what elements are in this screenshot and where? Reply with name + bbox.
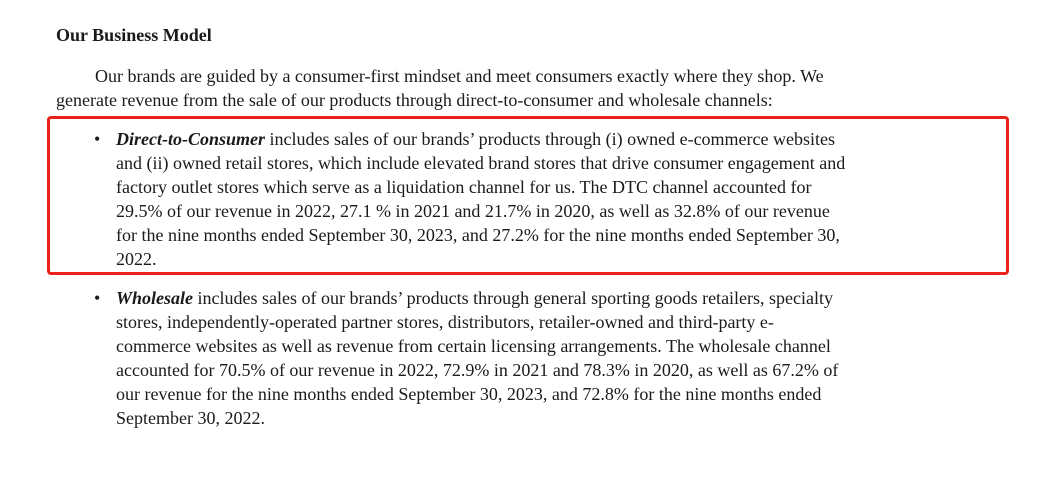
- bullet-line: for the nine months ended September 30, …: [116, 225, 840, 245]
- bullet-line: and (ii) owned retail stores, which incl…: [116, 153, 846, 173]
- bullet-text: Wholesale includes sales of our brands’ …: [116, 286, 974, 430]
- bullet-line: Direct-to-Consumer includes sales of our…: [116, 127, 974, 151]
- intro-line-2: generate revenue from the sale of our pr…: [56, 90, 773, 110]
- bullet-direct-to-consumer: • Direct-to-Consumer includes sales of o…: [94, 127, 974, 271]
- bullet-line-text: includes sales of our brands’ products t…: [265, 129, 836, 149]
- bullet-marker: •: [94, 288, 101, 308]
- bullet-line: commerce websites as well as revenue fro…: [116, 336, 831, 356]
- intro-paragraph: Our brands are guided by a consumer-firs…: [56, 64, 956, 112]
- bullet-line: 29.5% of our revenue in 2022, 27.1 % in …: [116, 201, 830, 221]
- bullet-term: Direct-to-Consumer: [116, 129, 266, 149]
- bullet-wholesale: • Wholesale includes sales of our brands…: [94, 286, 974, 430]
- bullet-line: September 30, 2022.: [116, 408, 265, 428]
- bullet-term: Wholesale: [116, 288, 194, 308]
- bullet-line: our revenue for the nine months ended Se…: [116, 384, 822, 404]
- bullet-marker: •: [94, 129, 101, 149]
- bullet-line: stores, independently-operated partner s…: [116, 312, 774, 332]
- bullet-line-text: includes sales of our brands’ products t…: [193, 288, 834, 308]
- bullet-text: Direct-to-Consumer includes sales of our…: [116, 127, 974, 271]
- bullet-line: accounted for 70.5% of our revenue in 20…: [116, 360, 839, 380]
- bullet-line: Wholesale includes sales of our brands’ …: [116, 286, 974, 310]
- section-heading: Our Business Model: [56, 25, 212, 45]
- intro-line-1: Our brands are guided by a consumer-firs…: [95, 66, 824, 86]
- bullet-line: 2022.: [116, 249, 157, 269]
- bullet-line: factory outlet stores which serve as a l…: [116, 177, 812, 197]
